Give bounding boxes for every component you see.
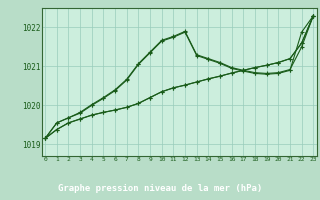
Text: Graphe pression niveau de la mer (hPa): Graphe pression niveau de la mer (hPa) [58,184,262,193]
